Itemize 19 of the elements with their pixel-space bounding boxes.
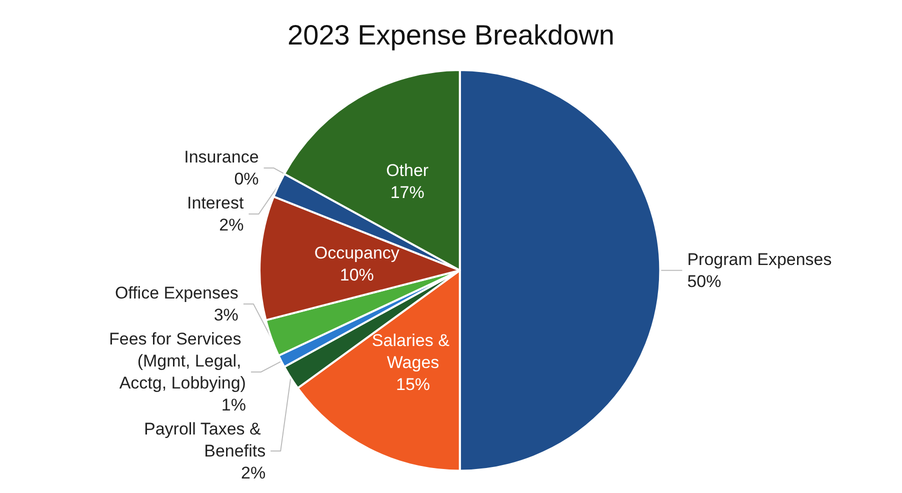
slice-label: Payroll Taxes & Benefits xyxy=(144,420,266,460)
slice-label: Occupancy xyxy=(314,243,400,262)
data-label: 17% xyxy=(390,183,424,202)
chart-title: 2023 Expense Breakdown xyxy=(288,20,614,50)
category-label: Insurance xyxy=(184,148,259,167)
data-label: 10% xyxy=(340,265,374,284)
data-label: 3% xyxy=(214,306,238,324)
slice-label: Other xyxy=(386,161,429,180)
data-label: 2% xyxy=(219,216,244,235)
data-label: 1% xyxy=(221,396,246,414)
slice-label: Office Expenses xyxy=(114,284,238,302)
slice-label: Fees for Services (Mgmt, Legal, Acctg, Lobbying) xyxy=(108,330,246,392)
data-label: 15% xyxy=(396,374,430,394)
slice-label: Salaries & Wages xyxy=(372,330,454,372)
text: 0% xyxy=(234,170,259,189)
data-label: 2% xyxy=(240,464,266,482)
slice-label: Interest xyxy=(187,194,244,213)
slice-label: Program Expenses xyxy=(687,250,832,269)
data-label: 50% xyxy=(687,272,722,291)
